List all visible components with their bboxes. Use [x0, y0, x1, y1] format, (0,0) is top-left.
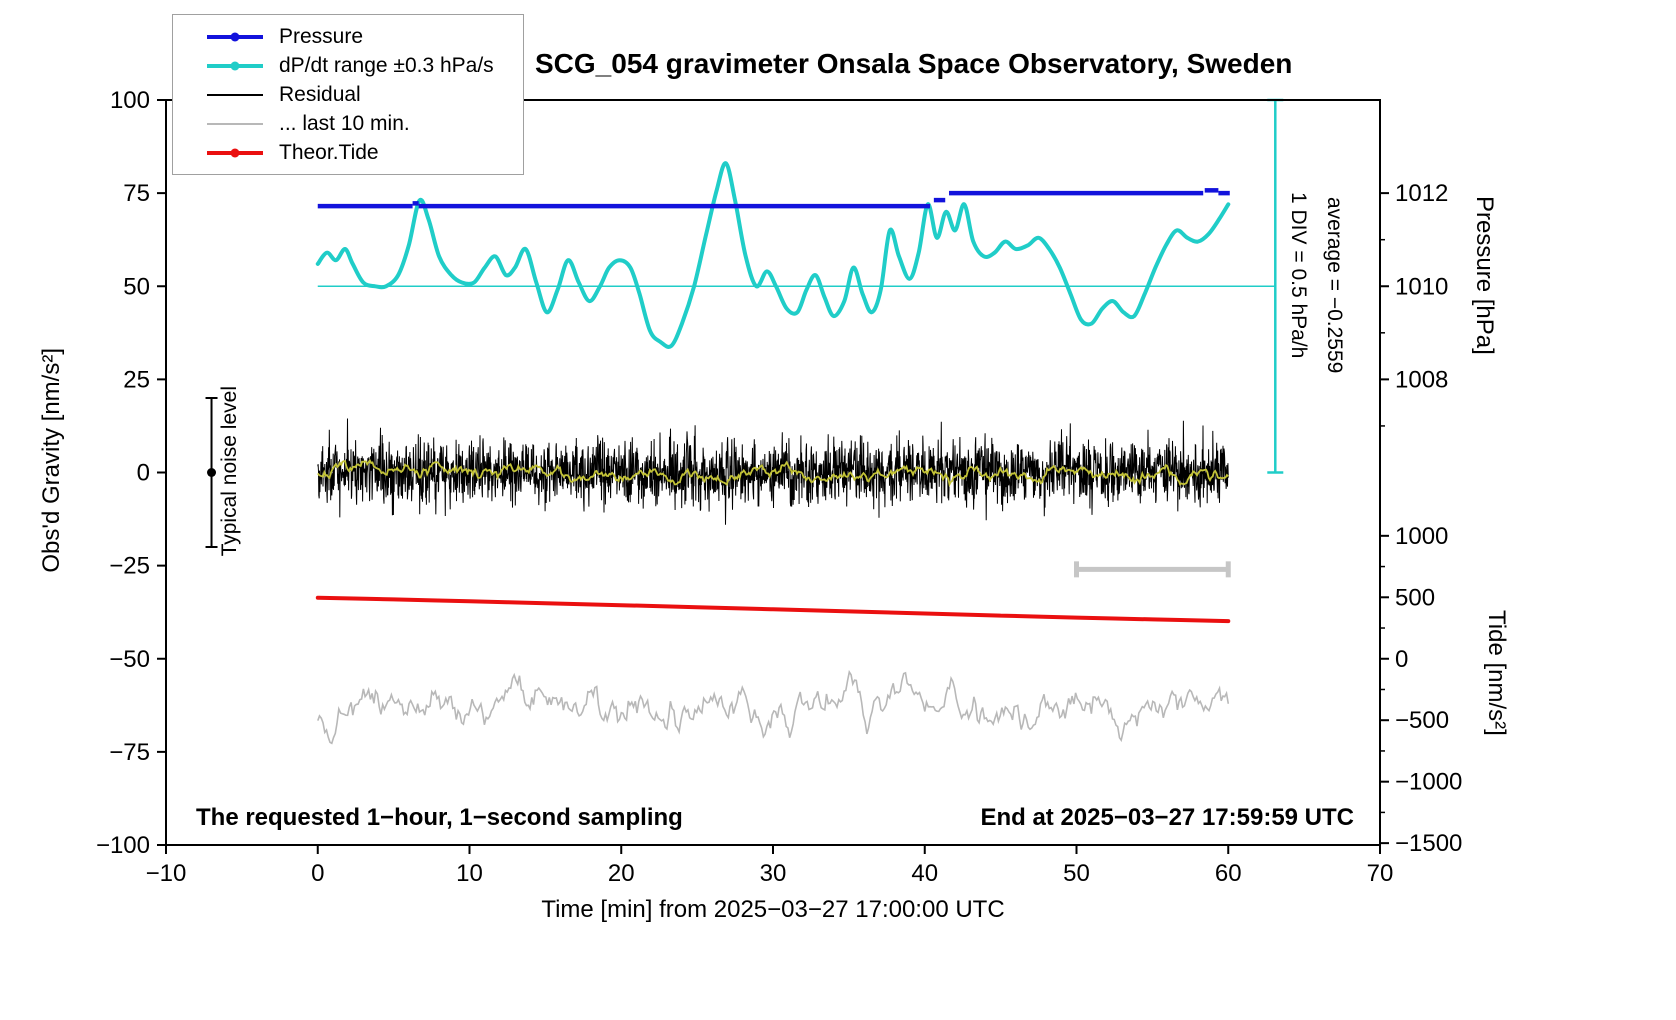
end-time-note: End at 2025−03−27 17:59:59 UTC: [980, 804, 1354, 831]
chart-title: SCG_054 gravimeter Onsala Space Observat…: [535, 48, 1293, 79]
div-scale-annotation: 1 DIV = 0.5 hPa/h: [1287, 192, 1310, 359]
sampling-note: The requested 1−hour, 1−second sampling: [196, 804, 683, 831]
legend: Pressure dP/dt range ±0.3 hPa/s Residual..…: [172, 14, 524, 175]
svg-text:70: 70: [1367, 860, 1394, 887]
svg-text:−50: −50: [109, 646, 150, 673]
svg-text:0: 0: [1395, 646, 1408, 673]
residual-series: [317, 418, 1229, 525]
residual-line-sample: [207, 90, 263, 100]
svg-text:−10: −10: [146, 860, 187, 887]
last10-line-sample: [207, 119, 263, 129]
average-annotation: average = −0.2559: [1323, 197, 1346, 374]
y-axis-label-tide: Tide [nm/s²]: [1483, 610, 1510, 736]
svg-text:500: 500: [1395, 584, 1435, 611]
svg-text:−25: −25: [109, 553, 150, 580]
legend-label-pressure: Pressure: [279, 24, 364, 48]
legend-label-tide: Theor.Tide: [279, 140, 379, 164]
y-axis-label-pressure: Pressure [hPa]: [1471, 196, 1498, 355]
svg-text:10: 10: [456, 860, 483, 887]
tide-marker-dot: [230, 148, 240, 157]
svg-text:−75: −75: [109, 739, 150, 766]
pressure-marker-dot: [230, 32, 240, 41]
tide-series: [315, 595, 1231, 624]
svg-text:−1000: −1000: [1395, 769, 1462, 796]
svg-text:1008: 1008: [1395, 366, 1448, 393]
legend-entry-pressure: Pressure: [173, 22, 523, 51]
noise-level-bar: [205, 397, 218, 548]
svg-text:30: 30: [760, 860, 787, 887]
x-axis-label: Time [min] from 2025−03−27 17:00:00 UTC: [541, 896, 1005, 923]
svg-text:50: 50: [1063, 860, 1090, 887]
svg-text:−1500: −1500: [1395, 830, 1462, 857]
y-axis-label-gravity: Obs'd Gravity [nm/s²]: [38, 348, 65, 573]
svg-text:0: 0: [137, 460, 150, 487]
last10-scale-bar: [1074, 561, 1231, 578]
legend-entry-tide: Theor.Tide: [173, 138, 523, 167]
svg-text:0: 0: [311, 860, 324, 887]
svg-text:1010: 1010: [1395, 273, 1448, 300]
legend-entry-dpdt: dP/dt range ±0.3 hPa/s: [173, 51, 523, 80]
tide-line-sample: [207, 148, 263, 158]
svg-text:1000: 1000: [1395, 523, 1448, 550]
dpdt-series: [315, 161, 1231, 349]
last10-series: [317, 669, 1230, 745]
pressure-series: [317, 188, 1230, 209]
svg-text:60: 60: [1215, 860, 1242, 887]
svg-text:40: 40: [911, 860, 938, 887]
dpdt-line-sample: [207, 61, 263, 71]
svg-text:−100: −100: [96, 832, 150, 859]
dpdt-marker-dot: [230, 61, 240, 70]
legend-entry-residual: Residual: [173, 80, 523, 109]
svg-text:75: 75: [123, 180, 150, 207]
pressure-axis-ticks: 1012 1010 1008: [1380, 180, 1448, 427]
legend-label-last10: ... last 10 min.: [279, 111, 410, 135]
pressure-line-sample: [207, 32, 263, 42]
noise-level-label: Typical noise level: [218, 386, 241, 557]
legend-label-dpdt: dP/dt range ±0.3 hPa/s: [279, 53, 494, 77]
y-axis-ticks-left: 100 75 50 25 0 −25 −50 −75 −100: [96, 87, 166, 859]
svg-text:100: 100: [110, 87, 150, 114]
residual-mean-series: [317, 458, 1229, 488]
legend-label-residual: Residual: [279, 82, 361, 106]
tide-axis-ticks: 1000 500 0 −500 −1000 −1500: [1380, 523, 1462, 857]
svg-text:20: 20: [608, 860, 635, 887]
svg-text:25: 25: [123, 366, 150, 393]
legend-entry-last10: ... last 10 min.: [173, 109, 523, 138]
x-axis-ticks: −10 0 10 20 30 40 50 60 70: [146, 845, 1394, 887]
svg-text:−500: −500: [1395, 707, 1449, 734]
svg-text:1012: 1012: [1395, 180, 1448, 207]
svg-text:50: 50: [123, 273, 150, 300]
